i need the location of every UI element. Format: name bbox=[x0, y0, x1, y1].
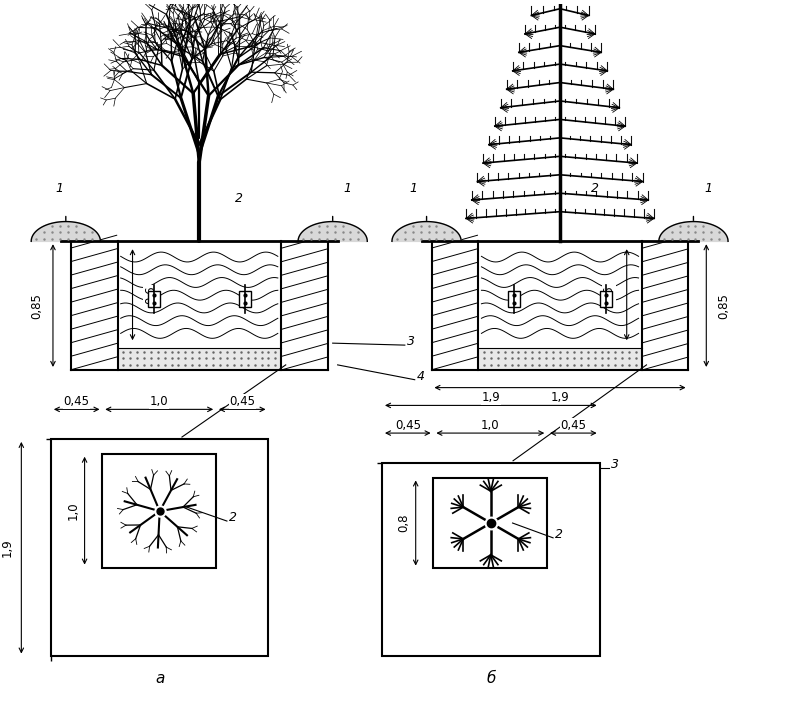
Text: 4: 4 bbox=[417, 370, 425, 383]
Bar bbox=[118, 348, 281, 370]
Text: 0,45: 0,45 bbox=[230, 395, 255, 408]
Polygon shape bbox=[392, 222, 461, 241]
Bar bbox=[239, 291, 251, 307]
Text: 0,8: 0,8 bbox=[398, 514, 410, 532]
Polygon shape bbox=[298, 222, 367, 241]
Text: 0,45: 0,45 bbox=[64, 395, 90, 408]
Text: б: б bbox=[486, 671, 495, 686]
Text: 0,85: 0,85 bbox=[718, 293, 730, 319]
Text: 0,85: 0,85 bbox=[30, 293, 44, 319]
Bar bbox=[148, 291, 159, 307]
Text: 1: 1 bbox=[343, 182, 351, 195]
Bar bbox=[478, 348, 642, 370]
Text: 1,9: 1,9 bbox=[550, 391, 570, 404]
Text: 2: 2 bbox=[590, 182, 598, 195]
Text: 2: 2 bbox=[555, 528, 563, 541]
Text: 1: 1 bbox=[704, 182, 712, 195]
Bar bbox=[382, 463, 599, 657]
Text: 0,45: 0,45 bbox=[394, 419, 421, 432]
Bar bbox=[509, 291, 520, 307]
Text: 2: 2 bbox=[234, 192, 242, 204]
Text: 1,9: 1,9 bbox=[1, 538, 14, 557]
Polygon shape bbox=[31, 222, 101, 241]
Bar bbox=[434, 478, 547, 569]
Text: 1,0: 1,0 bbox=[66, 501, 79, 520]
Text: 1,0: 1,0 bbox=[150, 395, 169, 408]
Text: 3: 3 bbox=[611, 458, 619, 471]
Text: а: а bbox=[155, 671, 164, 686]
Text: 0,6: 0,6 bbox=[602, 285, 615, 304]
Text: 1: 1 bbox=[55, 182, 63, 195]
Text: 1,0: 1,0 bbox=[481, 419, 500, 432]
Text: 2: 2 bbox=[229, 511, 237, 524]
Bar bbox=[600, 291, 612, 307]
Bar bbox=[102, 454, 216, 567]
Text: 0,6: 0,6 bbox=[144, 285, 157, 304]
Text: 1,9: 1,9 bbox=[482, 391, 500, 404]
Bar bbox=[51, 439, 269, 657]
Polygon shape bbox=[659, 222, 728, 241]
Text: 0,45: 0,45 bbox=[560, 419, 586, 432]
Text: 1: 1 bbox=[410, 182, 418, 195]
Text: 3: 3 bbox=[407, 335, 415, 348]
